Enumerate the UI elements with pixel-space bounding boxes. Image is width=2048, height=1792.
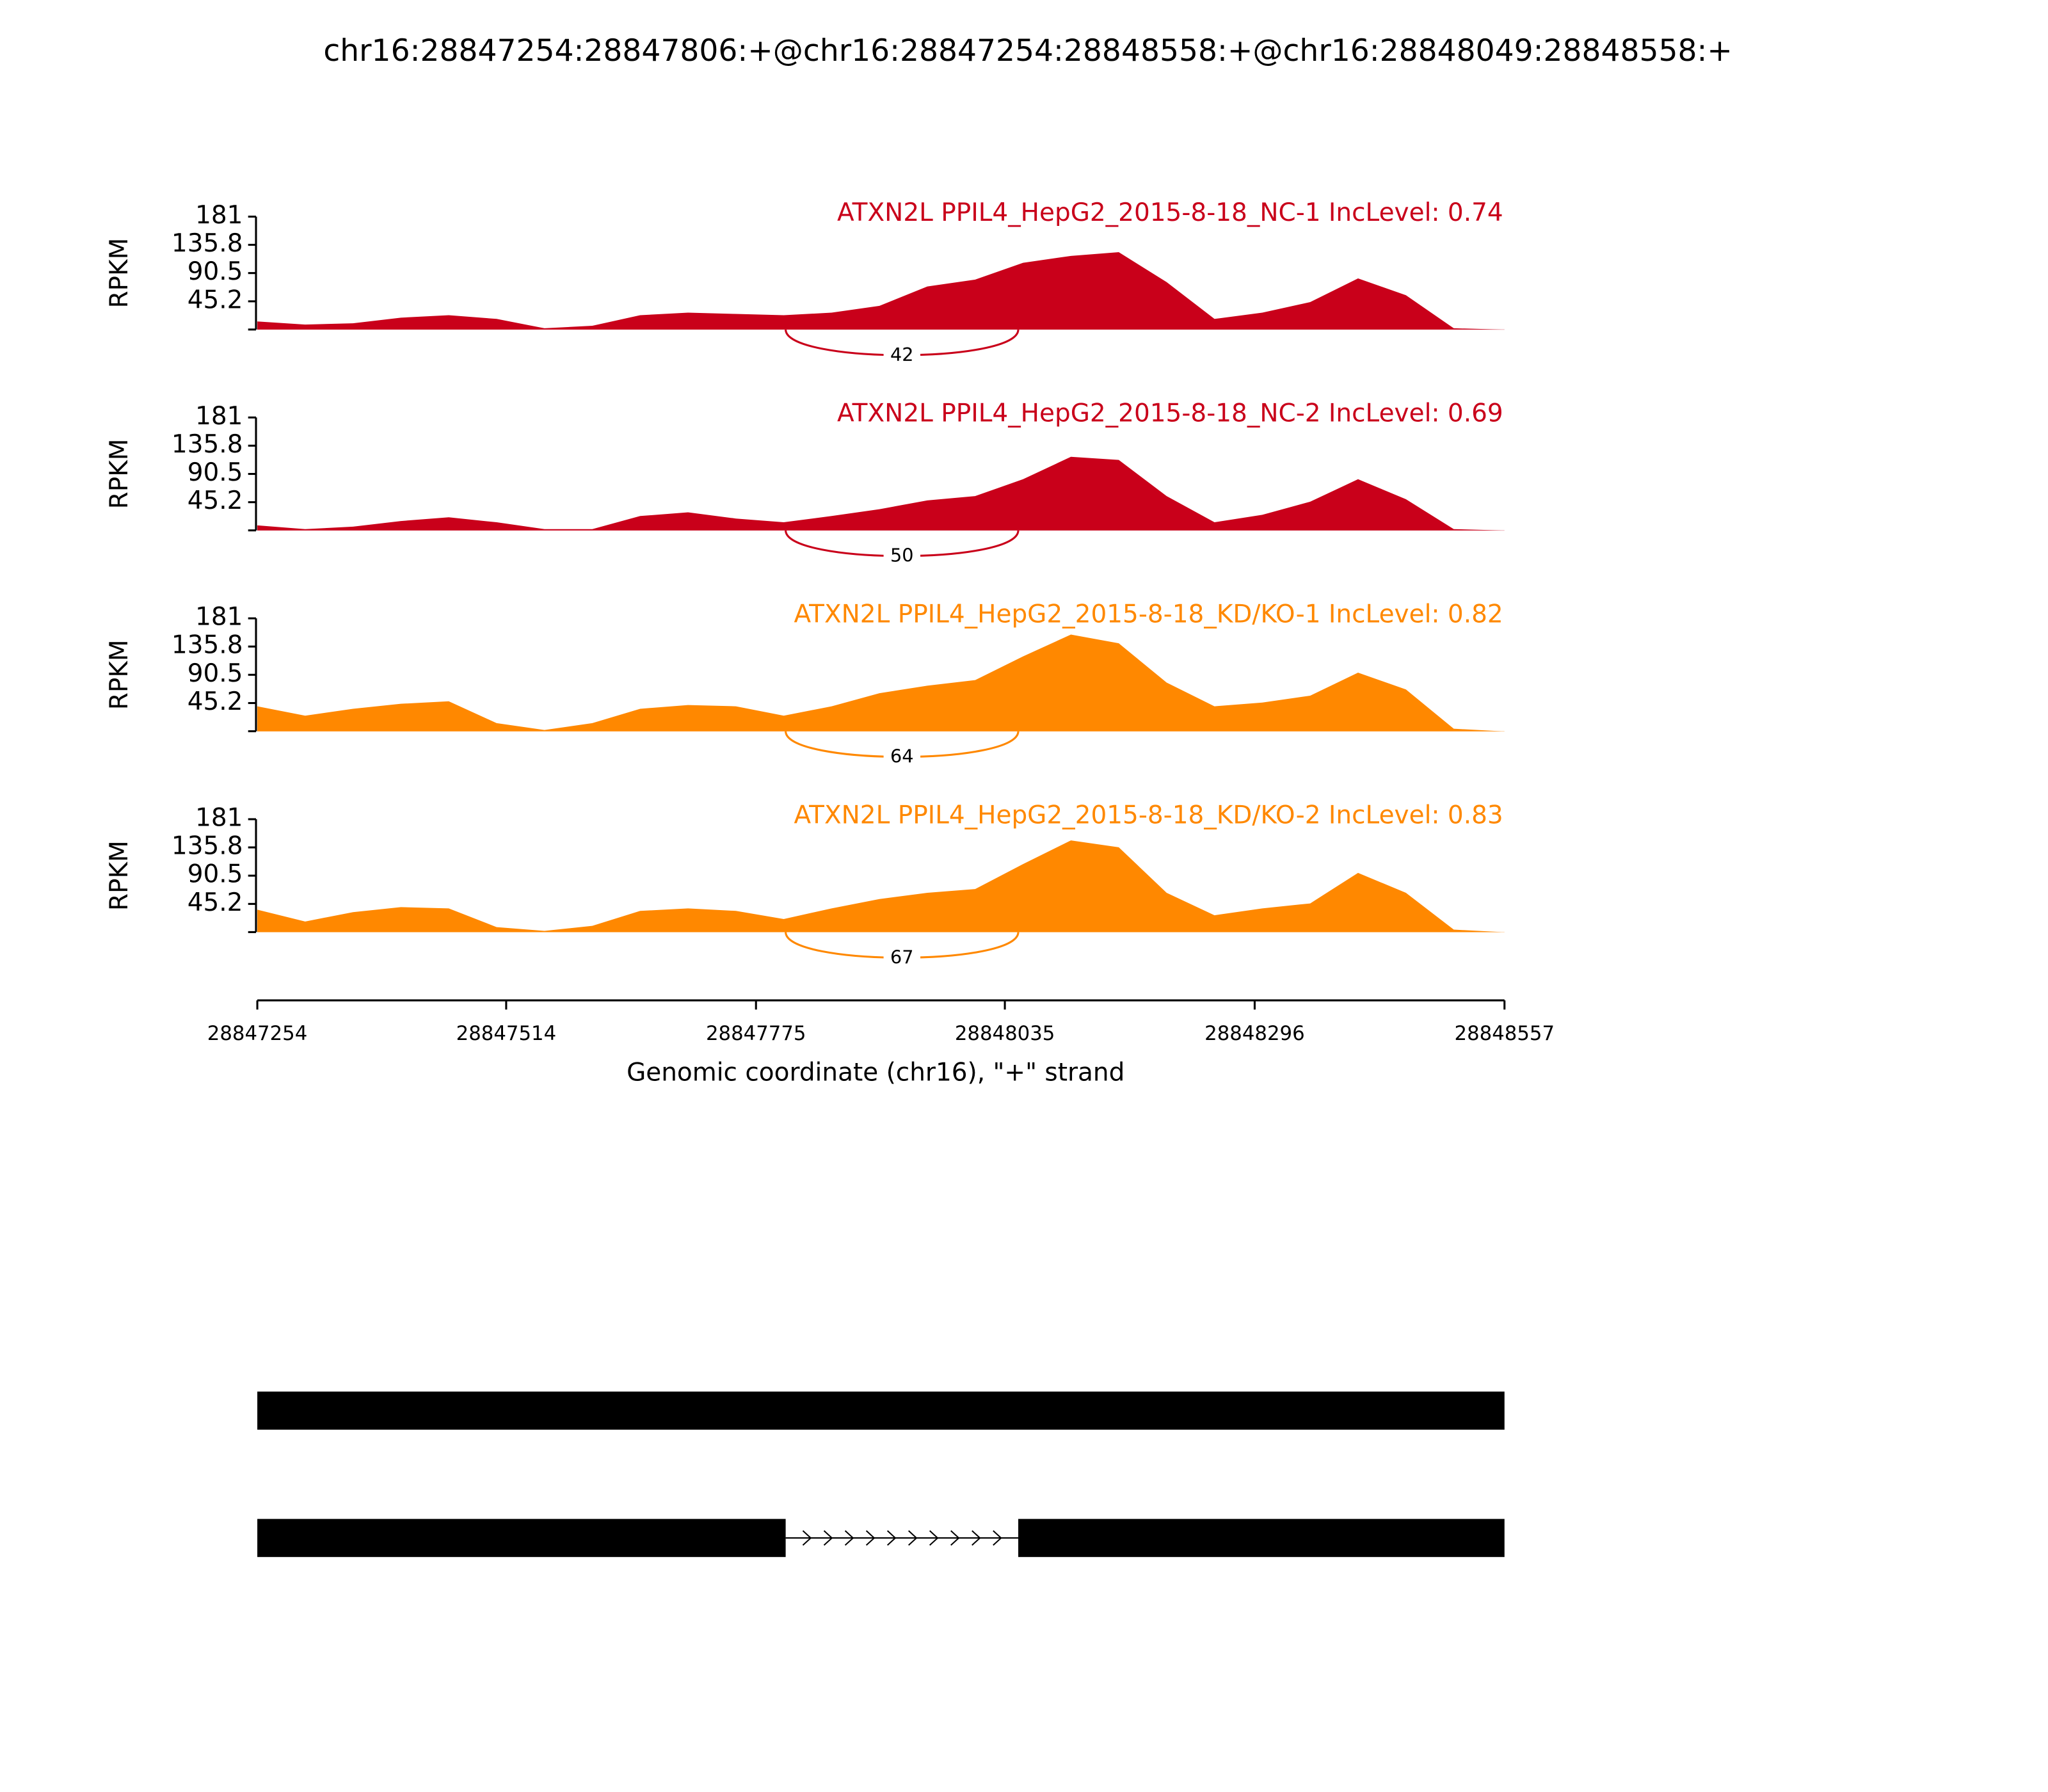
junction-label: 50 xyxy=(890,545,914,566)
intron-arrow xyxy=(972,1530,981,1546)
y-tick-label: 135.8 xyxy=(172,832,243,861)
y-tick-label: 90.5 xyxy=(188,860,243,889)
intron-arrow xyxy=(950,1530,960,1546)
junction-label: 64 xyxy=(890,746,914,767)
intron-arrow xyxy=(993,1530,1002,1546)
intron-arrow xyxy=(886,1530,897,1546)
junction-label: 67 xyxy=(890,946,914,968)
y-tick-label: 45.2 xyxy=(188,486,243,515)
transcript-exon xyxy=(257,1519,786,1557)
intron-arrow xyxy=(908,1530,918,1546)
y-tick-label: 90.5 xyxy=(188,458,243,487)
intron-arrow xyxy=(865,1530,876,1546)
coverage-area xyxy=(257,840,1502,932)
y-tick-label: 135.8 xyxy=(172,631,243,660)
coverage-area xyxy=(257,252,1502,330)
intron-arrow xyxy=(823,1530,833,1546)
coverage-area xyxy=(257,456,1502,531)
x-axis-label: Genomic coordinate (chr16), "+" strand xyxy=(627,1058,1124,1087)
panel-title: ATXN2L PPIL4_HepG2_2015-8-18_NC-1 IncLev… xyxy=(837,198,1503,227)
intron-arrow xyxy=(929,1530,939,1546)
y-tick-label: 181 xyxy=(195,402,243,431)
figure-title: chr16:28847254:28847806:+@chr16:28847254… xyxy=(323,33,1732,68)
panel-title: ATXN2L PPIL4_HepG2_2015-8-18_KD/KO-2 Inc… xyxy=(794,801,1503,829)
x-tick-label: 28848557 xyxy=(1455,1022,1555,1045)
y-axis-label: RPKM xyxy=(105,639,134,710)
junction-label-bg xyxy=(883,344,921,365)
junction-label-bg xyxy=(883,545,921,566)
y-axis-label: RPKM xyxy=(105,840,134,911)
intron-arrow xyxy=(802,1530,812,1546)
y-tick-label: 135.8 xyxy=(172,229,243,258)
y-axis-label: RPKM xyxy=(105,238,134,308)
y-tick-label: 181 xyxy=(195,804,243,833)
junction-label: 42 xyxy=(890,344,914,365)
y-tick-label: 90.5 xyxy=(188,659,243,688)
y-tick-label: 181 xyxy=(195,603,243,632)
transcript-exon xyxy=(1018,1519,1505,1557)
x-tick-label: 28847775 xyxy=(706,1022,806,1045)
intron-arrow xyxy=(844,1530,854,1546)
junction-label-bg xyxy=(883,746,921,767)
x-tick-label: 28848035 xyxy=(955,1022,1055,1045)
y-tick-label: 45.2 xyxy=(188,888,243,917)
y-tick-label: 90.5 xyxy=(188,257,243,286)
x-tick-label: 28847254 xyxy=(207,1022,308,1045)
y-tick-label: 45.2 xyxy=(188,285,243,314)
panel-title: ATXN2L PPIL4_HepG2_2015-8-18_KD/KO-1 Inc… xyxy=(794,600,1503,629)
y-tick-label: 135.8 xyxy=(172,430,243,459)
panel-title: ATXN2L PPIL4_HepG2_2015-8-18_NC-2 IncLev… xyxy=(837,399,1503,428)
y-axis-label: RPKM xyxy=(105,439,134,509)
transcript-exon xyxy=(257,1391,1505,1430)
x-tick-label: 28848296 xyxy=(1204,1022,1305,1045)
y-tick-label: 181 xyxy=(195,201,243,230)
junction-label-bg xyxy=(883,946,921,968)
y-tick-label: 45.2 xyxy=(188,687,243,716)
coverage-area xyxy=(257,634,1502,732)
transcript xyxy=(257,1519,1505,1557)
x-tick-label: 28847514 xyxy=(456,1022,557,1045)
